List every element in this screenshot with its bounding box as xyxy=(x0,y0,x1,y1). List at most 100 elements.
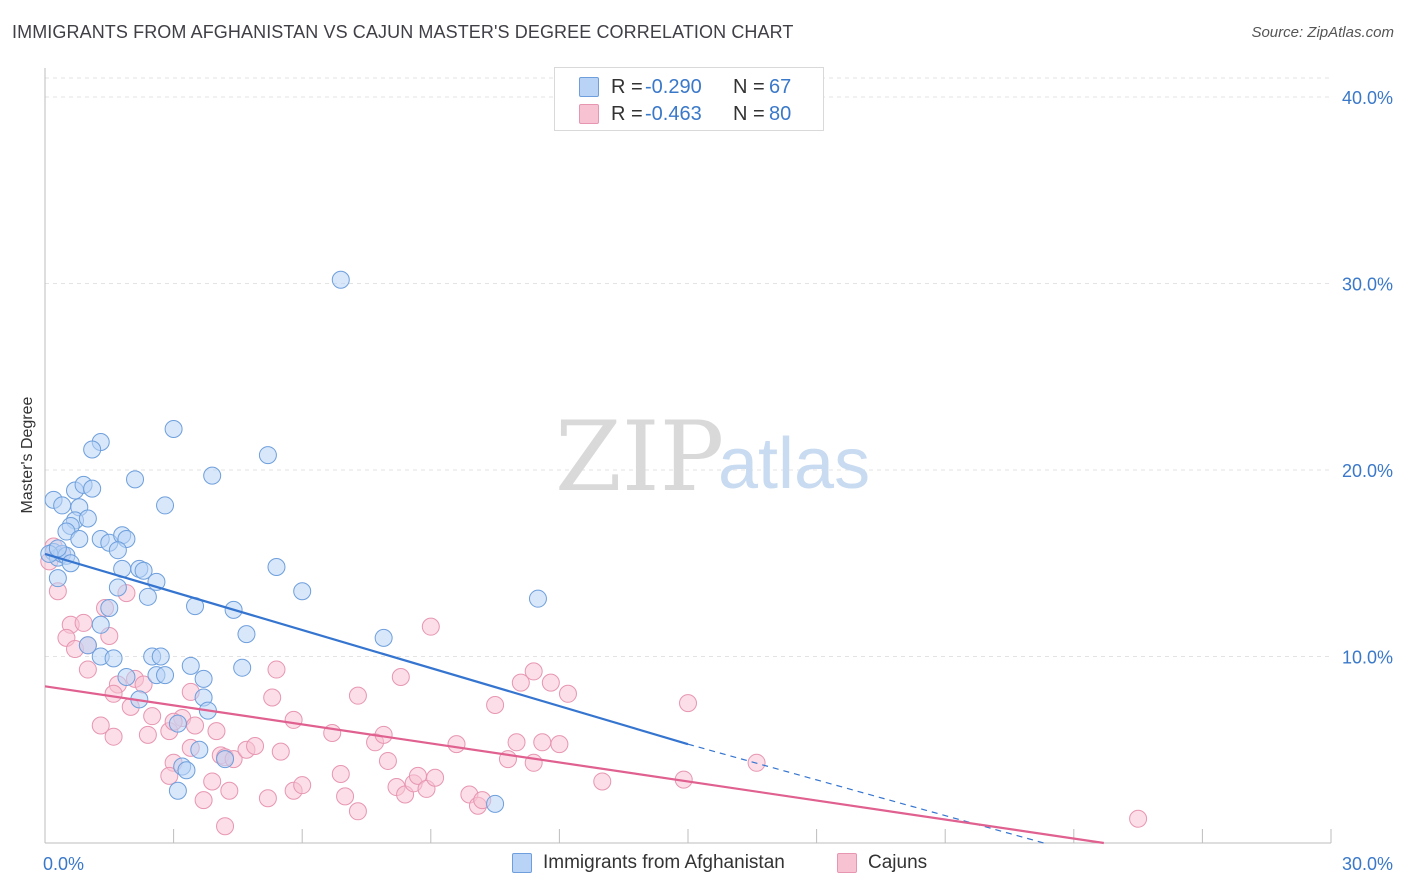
cajuns-point[interactable] xyxy=(246,737,265,756)
legend-r-value: -0.463 xyxy=(645,102,702,125)
afghanistan-point[interactable] xyxy=(108,541,127,560)
cajuns-point[interactable] xyxy=(541,673,560,692)
afghanistan-point[interactable] xyxy=(331,270,350,289)
afghanistan-point[interactable] xyxy=(486,794,505,813)
x-tick-label: 0.0% xyxy=(43,854,84,874)
cajuns-point[interactable] xyxy=(391,668,410,687)
afghanistan-point[interactable] xyxy=(53,496,72,515)
stats-legend: R = -0.290 N = 67 R = -0.463 N = 80 xyxy=(554,67,824,131)
cajuns-point[interactable] xyxy=(558,684,577,703)
tick-labels: 10.0% 20.0% 30.0% 40.0% 0.0% 30.0% xyxy=(43,88,1393,874)
watermark: ZIP atlas xyxy=(555,401,870,513)
cajuns-point[interactable] xyxy=(378,751,397,770)
source-label[interactable]: Source: ZipAtlas.com xyxy=(1251,24,1394,41)
legend-r-value: -0.290 xyxy=(645,75,702,98)
cajuns-point[interactable] xyxy=(220,781,239,800)
cajuns-point[interactable] xyxy=(186,716,205,735)
afghanistan-point[interactable] xyxy=(126,470,145,489)
cajuns-point[interactable] xyxy=(263,688,282,707)
afghanistan-point[interactable] xyxy=(48,569,67,588)
afghanistan-point[interactable] xyxy=(108,578,127,597)
cajuns-point[interactable] xyxy=(74,613,93,632)
afghanistan-point[interactable] xyxy=(117,668,136,687)
afghanistan-point[interactable] xyxy=(528,589,547,608)
cajuns-point[interactable] xyxy=(216,817,235,836)
cajuns-point[interactable] xyxy=(550,735,569,754)
cajuns-point[interactable] xyxy=(271,742,290,761)
afghanistan-point[interactable] xyxy=(70,530,89,549)
cajuns-point[interactable] xyxy=(203,772,222,791)
afghanistan-point[interactable] xyxy=(177,761,196,780)
watermark-atlas: atlas xyxy=(718,424,870,504)
legend-row-cajuns: R = -0.463 N = 80 xyxy=(555,100,791,128)
afghanistan-point[interactable] xyxy=(258,446,277,465)
afghanistan-point[interactable] xyxy=(181,656,200,675)
legend-swatch-blue xyxy=(512,853,532,873)
afghanistan-point[interactable] xyxy=(134,561,153,580)
cajuns-point[interactable] xyxy=(524,662,543,681)
cajuns-point[interactable] xyxy=(143,707,162,726)
legend-item-afghanistan[interactable]: Immigrants from Afghanistan xyxy=(512,852,785,874)
cajuns-point[interactable] xyxy=(331,764,350,783)
cajuns-point[interactable] xyxy=(421,617,440,636)
afghanistan-point[interactable] xyxy=(151,647,170,666)
afghanistan-point[interactable] xyxy=(164,419,183,438)
cajuns-point[interactable] xyxy=(348,686,367,705)
legend-row-afghanistan: R = -0.290 N = 67 xyxy=(555,73,791,101)
afghanistan-point[interactable] xyxy=(78,636,97,655)
afghanistan-point[interactable] xyxy=(233,658,252,677)
cajuns-point[interactable] xyxy=(486,695,505,714)
afghanistan-point[interactable] xyxy=(168,781,187,800)
cajuns-point[interactable] xyxy=(194,791,213,810)
afghanistan-point[interactable] xyxy=(237,625,256,644)
cajuns-point[interactable] xyxy=(284,710,303,729)
legend-r-label: R = xyxy=(611,102,643,125)
cajuns-point[interactable] xyxy=(447,735,466,754)
cajuns-point[interactable] xyxy=(1129,809,1148,828)
cajuns-point[interactable] xyxy=(533,733,552,752)
afghanistan-point[interactable] xyxy=(293,582,312,601)
cajuns-point[interactable] xyxy=(78,660,97,679)
afghanistan-point[interactable] xyxy=(190,740,209,759)
afghanistan-point[interactable] xyxy=(100,599,119,618)
cajuns-point[interactable] xyxy=(91,716,110,735)
legend-label-afghanistan: Immigrants from Afghanistan xyxy=(543,852,785,873)
afghanistan-point[interactable] xyxy=(194,669,213,688)
cajuns-point[interactable] xyxy=(507,733,526,752)
cajuns-point[interactable] xyxy=(336,787,355,806)
cajuns-point[interactable] xyxy=(138,725,157,744)
afghanistan-point[interactable] xyxy=(78,509,97,528)
cajuns-point[interactable] xyxy=(426,768,445,787)
afghanistan-point[interactable] xyxy=(91,615,110,634)
afghanistan-point[interactable] xyxy=(138,587,157,606)
cajuns-point[interactable] xyxy=(104,727,123,746)
cajuns-point[interactable] xyxy=(160,766,179,785)
cajuns-point[interactable] xyxy=(104,684,123,703)
cajuns-point[interactable] xyxy=(207,722,226,741)
afghanistan-point[interactable] xyxy=(83,440,102,459)
series-legend: Immigrants from Afghanistan Cajuns xyxy=(0,852,1406,876)
afghanistan-trend-extension xyxy=(687,743,1044,844)
legend-n-value: 80 xyxy=(769,102,792,125)
cajuns-point[interactable] xyxy=(258,789,277,808)
cajuns-point[interactable] xyxy=(593,772,612,791)
afghanistan-point[interactable] xyxy=(374,628,393,647)
afghanistan-point[interactable] xyxy=(48,539,67,558)
cajuns-point[interactable] xyxy=(511,673,530,692)
cajuns-point[interactable] xyxy=(679,694,697,713)
afghanistan-point[interactable] xyxy=(168,714,187,733)
afghanistan-point[interactable] xyxy=(203,466,222,485)
afghanistan-point[interactable] xyxy=(267,557,286,576)
legend-item-cajuns[interactable]: Cajuns xyxy=(837,852,927,874)
axes xyxy=(44,68,1332,844)
afghanistan-point[interactable] xyxy=(216,750,235,769)
afghanistan-point[interactable] xyxy=(156,496,175,515)
afghanistan-point[interactable] xyxy=(104,649,123,668)
afghanistan-trend-line xyxy=(44,552,689,746)
afghanistan-point[interactable] xyxy=(83,479,102,498)
cajuns-point[interactable] xyxy=(348,802,367,821)
legend-swatch-pink xyxy=(579,104,599,124)
cajuns-point[interactable] xyxy=(267,660,286,679)
cajuns-point[interactable] xyxy=(293,776,312,795)
afghanistan-point[interactable] xyxy=(156,666,175,685)
